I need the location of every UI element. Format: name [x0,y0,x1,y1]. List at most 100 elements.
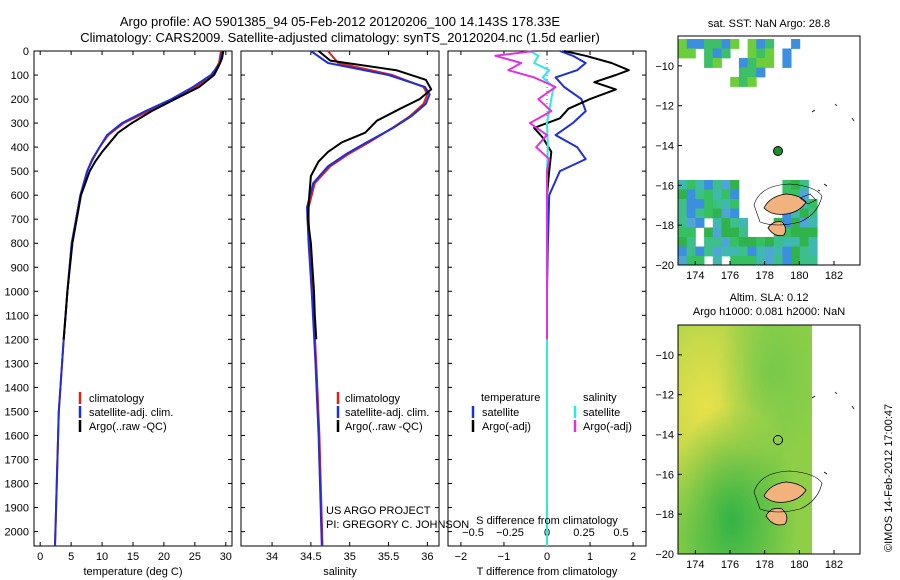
x-top-tick-label: 0.25 [573,527,594,539]
sst-cell [782,246,792,257]
sst-cell [799,246,809,257]
sst-cell [782,227,792,238]
sst-cell [678,208,688,219]
sst-cell [782,48,792,59]
sla-map-panel: Altim. SLA: 0.12 Argo h1000: 0.081 h2000… [655,292,861,571]
sst-cell [791,208,801,219]
sst-map-title: sat. SST: NaN Argo: 28.8 [708,18,830,30]
sst-cell [686,180,696,190]
x-tick-label: 30 [220,551,232,563]
sst-cell [773,256,783,265]
y-tick-label: 100 [11,70,29,82]
sst-cell [712,227,722,238]
sst-cell [721,189,731,200]
sst-cell [756,246,766,257]
sst-cell [765,58,775,68]
sst-cell [695,180,705,190]
salinity-panel: 34 34.5 35 35.5 36 salinity climatology sate… [240,50,469,578]
sst-cell [704,208,714,219]
y-tick-label: 0 [23,46,29,58]
series-line-argo-raw-qc- [306,50,433,340]
sst-cell [756,237,766,247]
sst-cell [747,58,757,68]
float-position-marker [773,146,783,156]
sst-map-panel: sat. SST: NaN Argo: 28.8 −10 −12 −14 −16 −18… [655,18,861,282]
map-x-tick-label: 178 [755,559,773,571]
y-tick-label: 300 [11,118,29,130]
series-line-argo-raw-qc- [62,50,225,340]
x-tick-label: 15 [127,551,139,563]
sst-cell [747,39,757,49]
x-tick-label: 25 [189,551,201,563]
map-x-tick-label: 174 [686,270,704,282]
map-x-tick-label: 180 [790,559,808,571]
sst-cell [808,256,818,265]
sst-cell [686,189,696,200]
map-y-tick-label: −20 [655,549,674,561]
sst-cell [747,237,757,247]
map-y-tick-label: −10 [655,61,674,73]
legend-label-satellite: satellite-adj. clim. [345,407,429,419]
sst-cell [738,67,748,78]
sst-cell [799,218,809,228]
sst-cell [712,218,722,228]
sst-cell [799,180,809,190]
y-tick-label: 500 [11,166,29,178]
sst-cell [791,189,801,200]
y-tick-label: 1000 [5,286,29,298]
sst-cell [721,227,731,238]
y-tick-label: 1300 [5,358,29,370]
sst-cell [747,246,757,257]
sst-cell [721,180,731,190]
series-line-temperature-satellite [546,50,587,546]
sst-cell [782,237,792,247]
sst-cell [765,48,775,59]
temperature-xlabel: temperature (deg C) [83,566,182,578]
y-tick-label: 1800 [5,479,29,491]
sst-cell [695,218,705,228]
x-tick-label: 0 [37,551,43,563]
sst-cell [730,39,740,49]
sst-cell [738,77,748,87]
sst-cell [704,246,714,257]
map-x-tick-label: 176 [721,270,739,282]
sst-cell [686,237,696,247]
sst-cell [765,39,775,49]
sst-cell [695,256,705,265]
sst-cell [747,67,757,78]
legend-label-sal-satellite: satellite [583,407,620,419]
sst-cell [738,237,748,247]
sst-cell [712,237,722,247]
sst-cell [738,58,748,68]
sst-cell [730,189,740,200]
sst-cell [704,189,714,200]
sst-cell [765,246,775,257]
sst-cell [704,199,714,209]
map-y-tick-label: −12 [655,101,674,113]
sst-cell [686,227,696,238]
legend-label-temp-satellite: satellite [482,407,519,419]
legend-label-temp-argo: Argo(-adj) [482,421,531,433]
sst-cell [730,256,740,265]
sst-cell [721,48,731,59]
sst-cell [773,246,783,257]
sst-cell [712,48,722,59]
sst-cell [730,227,740,238]
sst-cell [773,237,783,247]
sst-cell [678,227,688,238]
sst-cell [686,199,696,209]
y-tick-label: 2000 [5,527,29,539]
salinity-xlabel: salinity [323,566,357,578]
sst-cell [747,48,757,59]
sst-cell [730,180,740,190]
series-line-satellite-adj-clim- [306,50,431,547]
sst-cell [808,218,818,228]
legend-label-satellite: satellite-adj. clim. [89,407,173,419]
sst-cell [704,39,714,49]
map-y-tick-label: −14 [655,430,674,442]
sst-cell [730,208,740,219]
salinity-axes-frame [240,50,440,547]
y-tick-label: 200 [11,94,29,106]
map-y-tick-label: −18 [655,220,674,232]
